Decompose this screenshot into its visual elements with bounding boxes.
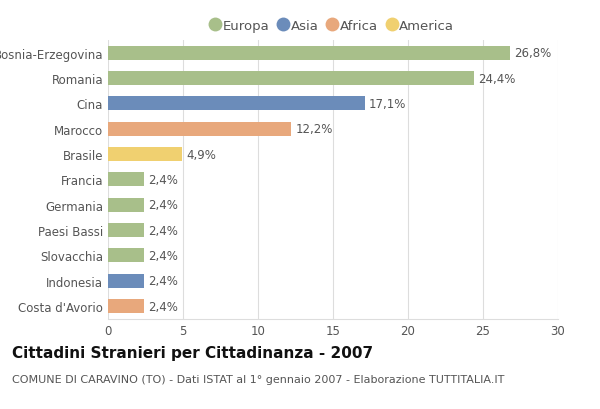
Text: 2,4%: 2,4% xyxy=(149,173,178,187)
Text: 17,1%: 17,1% xyxy=(369,98,406,110)
Bar xyxy=(108,148,182,162)
Text: 26,8%: 26,8% xyxy=(515,47,552,60)
Text: 2,4%: 2,4% xyxy=(149,249,178,262)
Text: 24,4%: 24,4% xyxy=(479,72,516,85)
Bar xyxy=(108,173,144,187)
Text: 2,4%: 2,4% xyxy=(149,300,178,313)
Legend: Europa, Asia, Africa, America: Europa, Asia, Africa, America xyxy=(207,14,459,38)
Text: 2,4%: 2,4% xyxy=(149,224,178,237)
Text: Cittadini Stranieri per Cittadinanza - 2007: Cittadini Stranieri per Cittadinanza - 2… xyxy=(12,346,373,361)
Text: 2,4%: 2,4% xyxy=(149,274,178,288)
Text: 4,9%: 4,9% xyxy=(186,148,216,161)
Bar xyxy=(108,47,510,61)
Bar xyxy=(108,224,144,238)
Bar xyxy=(108,97,365,111)
Bar xyxy=(108,72,474,86)
Bar xyxy=(108,122,291,136)
Bar xyxy=(108,249,144,263)
Bar xyxy=(108,198,144,212)
Bar xyxy=(108,274,144,288)
Text: 2,4%: 2,4% xyxy=(149,199,178,212)
Text: 12,2%: 12,2% xyxy=(296,123,333,136)
Text: COMUNE DI CARAVINO (TO) - Dati ISTAT al 1° gennaio 2007 - Elaborazione TUTTITALI: COMUNE DI CARAVINO (TO) - Dati ISTAT al … xyxy=(12,374,505,384)
Bar xyxy=(108,299,144,313)
